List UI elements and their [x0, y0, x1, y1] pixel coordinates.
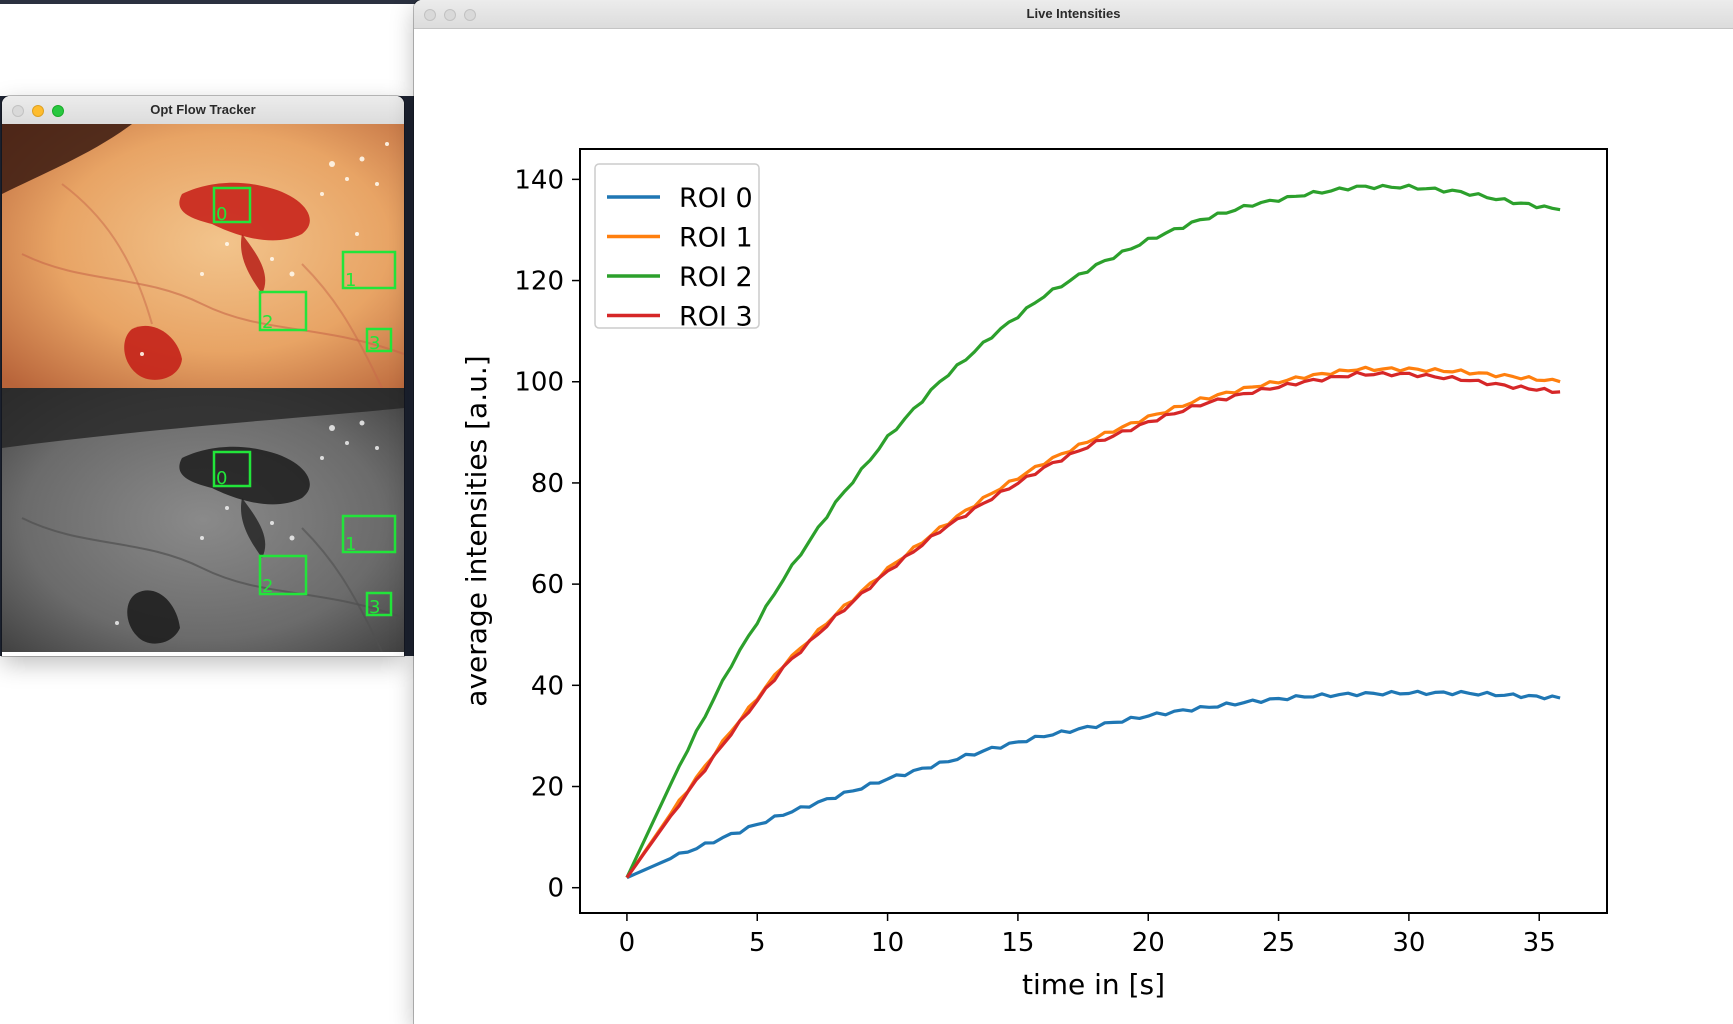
y-axis-label: average intensities [a.u.]: [460, 355, 493, 706]
x-tick-label-7: 35: [1523, 928, 1556, 958]
roi-label-0-gray: 0: [216, 468, 227, 489]
y-axis: 0 20 40 60 80 100 120 140: [514, 165, 580, 904]
series-line-roi-0: [626, 689, 1561, 880]
close-icon[interactable]: [12, 105, 24, 117]
y-tick-label-6: 120: [514, 267, 564, 297]
maximize-icon[interactable]: [464, 9, 476, 21]
y-tick-label-7: 140: [514, 165, 564, 195]
intensity-chart: 0 5 10 15 20 25 30 35 0 20 40 60 80 100 120 140 time i…: [460, 148, 1608, 1001]
y-tick-label-1: 20: [531, 773, 564, 803]
legend-label-1: ROI 1: [679, 223, 753, 254]
y-tick-label-4: 80: [531, 469, 564, 499]
roi-label-2-gray: 2: [262, 576, 273, 597]
y-tick-label-5: 100: [514, 368, 564, 398]
y-tick-label-0: 0: [547, 874, 564, 904]
plot-area: [579, 148, 1608, 914]
y-tick-label-2: 40: [531, 671, 564, 701]
minimize-icon[interactable]: [32, 105, 44, 117]
series-line-roi-2: [625, 183, 1561, 879]
maximize-icon[interactable]: [52, 105, 64, 117]
live-window-title: Live Intensities: [1026, 6, 1121, 21]
x-tick-label-0: 0: [619, 928, 636, 958]
color-video-feed: 0 1 2 3: [2, 124, 404, 388]
legend-label-2: ROI 2: [679, 262, 753, 293]
legend-label-3: ROI 3: [679, 302, 753, 333]
roi-boxes-color: [212, 186, 397, 353]
legend-label-0: ROI 0: [679, 183, 753, 214]
chart-legend: ROI 0 ROI 1 ROI 2 ROI 3: [594, 163, 760, 333]
series-line-roi-3: [625, 370, 1561, 879]
x-tick-label-6: 30: [1392, 928, 1425, 958]
live-titlebar[interactable]: Live Intensities: [414, 0, 1733, 29]
x-axis: 0 5 10 15 20 25 30 35: [619, 913, 1556, 958]
roi-label-2: 2: [262, 312, 273, 333]
tracker-window-title: Opt Flow Tracker: [150, 102, 256, 117]
roi-label-3-gray: 3: [369, 597, 380, 618]
roi-label-0: 0: [216, 204, 227, 225]
tracker-titlebar[interactable]: Opt Flow Tracker: [2, 96, 404, 125]
minimize-icon[interactable]: [444, 9, 456, 21]
x-tick-label-4: 20: [1132, 928, 1165, 958]
x-tick-label-3: 15: [1001, 928, 1034, 958]
opt-flow-tracker-window[interactable]: Opt Flow Tracker: [2, 96, 404, 656]
roi-label-1: 1: [345, 270, 356, 291]
x-tick-label-1: 5: [749, 928, 766, 958]
y-tick-label-3: 60: [531, 570, 564, 600]
roi-label-3: 3: [369, 333, 380, 354]
legend-box: [594, 163, 760, 329]
series-lines: [625, 183, 1561, 880]
close-icon[interactable]: [424, 9, 436, 21]
x-axis-label: time in [s]: [1022, 968, 1165, 1001]
roi-boxes-gray: [212, 450, 397, 617]
grayscale-video-feed: 0 1 2 3: [2, 388, 404, 652]
x-tick-label-5: 25: [1262, 928, 1295, 958]
live-intensities-window[interactable]: Live Intensities 0 5 10 15 20 25 30 35 0 20 40 60 8…: [414, 0, 1733, 1024]
roi-label-1-gray: 1: [345, 534, 356, 555]
x-tick-label-2: 10: [871, 928, 904, 958]
